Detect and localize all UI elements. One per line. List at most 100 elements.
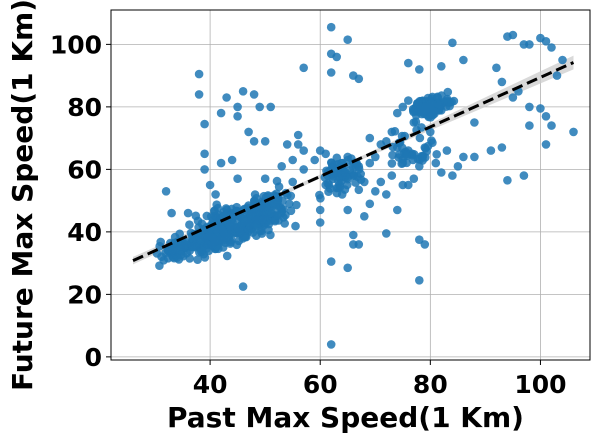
data-point [354,185,364,195]
data-point [315,218,325,227]
data-point [415,133,425,143]
data-point [222,251,232,261]
data-point [299,63,309,73]
data-point [393,205,402,215]
data-point [486,146,496,155]
data-point [437,62,446,71]
data-point [196,236,205,245]
data-point [349,230,358,240]
data-point [343,35,353,44]
data-point [343,263,353,273]
x-tick-label: 80 [413,370,448,399]
data-point [393,108,402,118]
data-point [299,146,309,155]
data-point [492,63,501,73]
data-point [228,219,238,229]
data-point [453,162,463,171]
data-point [354,74,364,84]
y-tick-label: 60 [67,155,102,184]
data-point [404,96,413,105]
data-point [371,187,380,196]
data-point [382,229,391,238]
data-point [246,210,255,220]
data-point [371,152,380,162]
data-point [321,149,331,159]
data-point [188,242,197,252]
data-point [525,121,534,130]
data-point [273,211,282,220]
data-point [244,127,253,137]
data-point [497,143,507,152]
data-point [390,127,400,136]
data-point [426,113,436,122]
y-axis-title: Future Max Speed(1 Km) [6,0,39,391]
x-tick-label: 100 [514,370,566,399]
data-point [558,55,567,65]
data-point [255,102,264,112]
data-point [210,237,220,246]
data-point [326,22,336,32]
data-point [552,71,562,80]
data-point [547,121,556,130]
data-point [332,188,342,198]
data-point [244,217,253,227]
data-point [365,133,375,143]
data-point [326,340,336,349]
data-point [541,37,551,46]
data-point [519,171,529,180]
data-point [194,69,204,79]
data-point [525,102,534,112]
data-point [342,173,352,182]
data-point [332,52,342,62]
data-point [163,253,173,263]
data-point [376,140,386,149]
data-point [541,140,551,149]
data-point [398,143,407,153]
data-point [438,98,448,107]
fit-line [132,61,575,262]
data-point [200,119,209,129]
data-point [293,140,303,149]
data-point [249,90,259,99]
data-point [200,149,209,159]
data-point [172,253,182,262]
data-point [459,152,468,162]
data-point [332,153,342,163]
data-point [415,65,424,74]
data-point [291,221,300,231]
y-tick-label: 80 [67,93,102,122]
data-point [343,155,352,165]
data-point [280,219,290,228]
data-point [459,55,468,65]
data-point [431,158,441,168]
y-tick-label: 40 [67,218,102,247]
data-point [288,177,298,187]
data-point [265,208,275,218]
data-point [409,174,419,183]
data-point [324,180,334,189]
data-point [233,102,242,112]
data-point [251,220,261,229]
data-points [152,22,578,349]
data-point [233,112,242,121]
data-point [194,90,204,99]
data-point [536,104,545,113]
x-tick-label: 40 [193,370,228,399]
data-point [310,155,320,165]
data-point [200,165,209,174]
data-point [547,43,556,52]
data-point [155,241,164,251]
data-point [278,196,287,206]
data-point [437,168,446,177]
data-point [326,68,336,77]
data-point [233,174,242,183]
data-point [354,164,364,174]
data-point [360,212,369,221]
data-point [282,140,292,149]
data-point [376,177,386,187]
data-point [238,282,248,291]
data-point [249,137,259,146]
data-point [448,171,457,180]
regression-line [132,61,575,262]
